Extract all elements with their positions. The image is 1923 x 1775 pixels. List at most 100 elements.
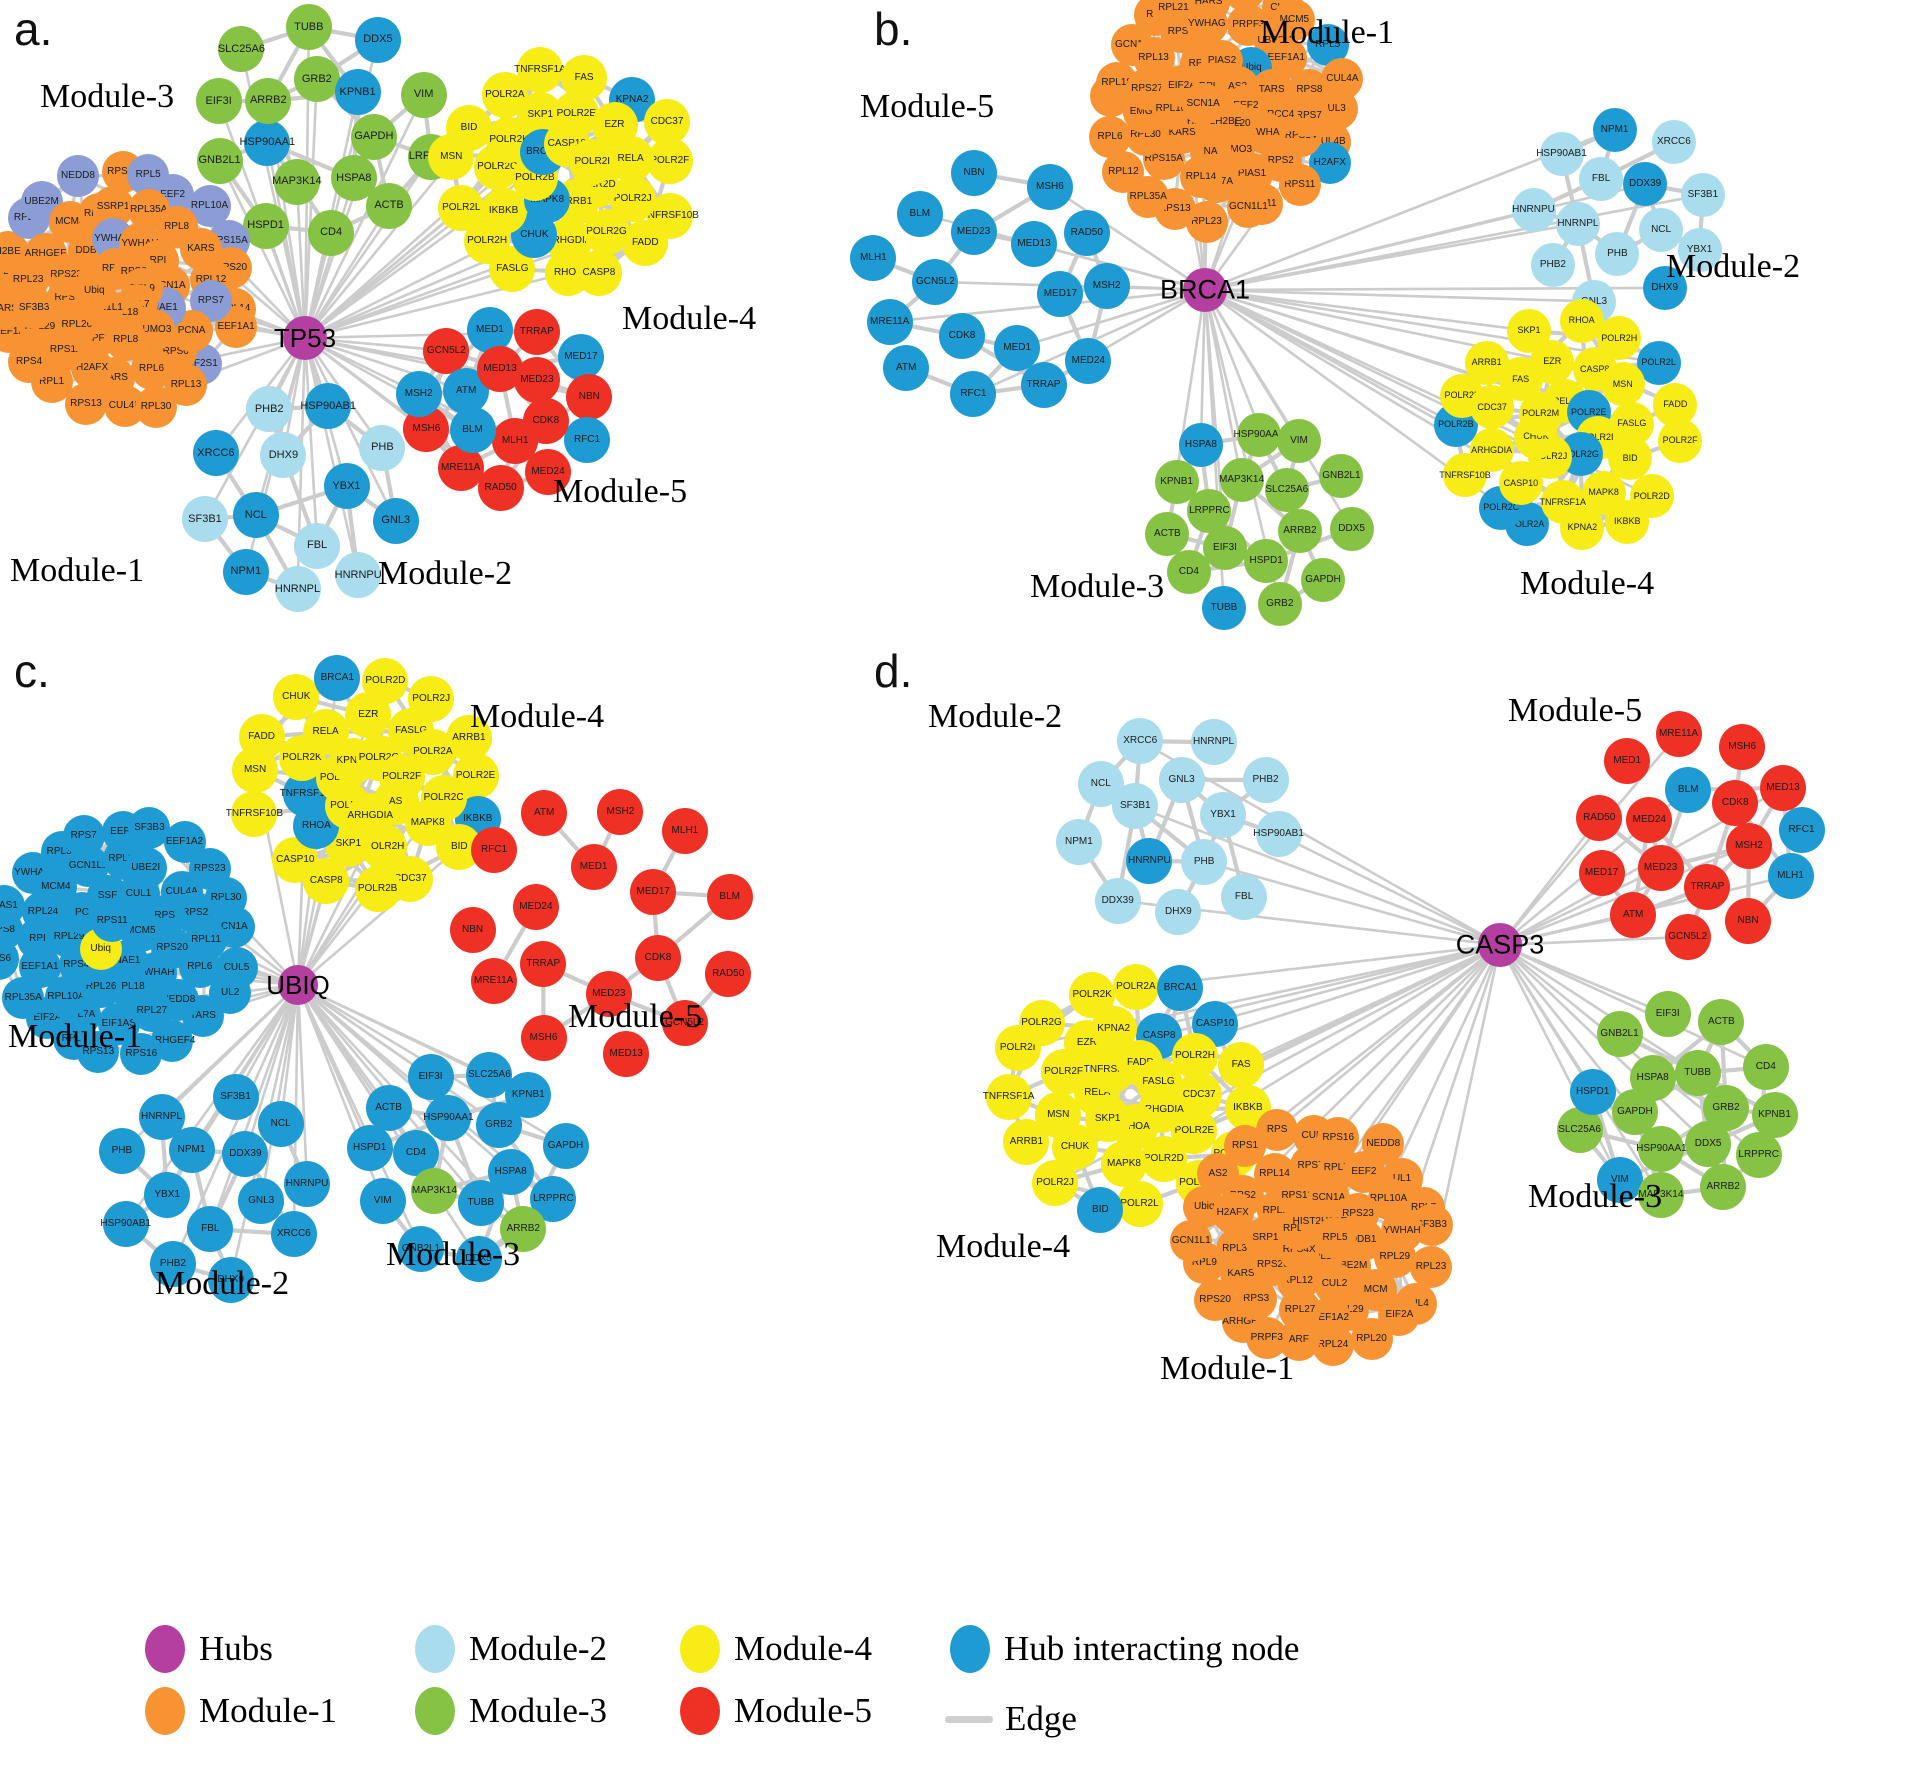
protein-node[interactable]: MED17 [1037, 270, 1084, 317]
protein-node[interactable]: SF3B1 [212, 1073, 259, 1120]
protein-node[interactable]: HNRNPU [335, 552, 382, 599]
protein-node[interactable]: NPM1 [1592, 107, 1637, 152]
protein-node[interactable]: RFC1 [950, 371, 997, 418]
protein-node[interactable]: BRCA1 [314, 655, 361, 702]
protein-node[interactable]: ARRB2 [1700, 1164, 1747, 1211]
protein-node[interactable]: BID [446, 104, 492, 151]
protein-node[interactable]: SF3B1 [182, 496, 228, 543]
protein-node[interactable]: PHB [1595, 231, 1640, 276]
protein-node[interactable]: ATM [883, 344, 930, 391]
protein-node[interactable]: KPNB1 [334, 69, 381, 116]
protein-node[interactable]: TRRAP [513, 309, 560, 356]
protein-node[interactable]: YBX1 [323, 463, 370, 510]
protein-node[interactable]: Ubiq [73, 270, 116, 313]
protein-node[interactable]: SKP1 [1084, 1096, 1131, 1143]
protein-node[interactable]: ACTB [1698, 999, 1745, 1046]
protein-node[interactable]: HNRNPL [1190, 719, 1237, 766]
protein-node[interactable]: HSP90AB1 [1536, 132, 1587, 177]
protein-node[interactable]: NPM1 [222, 548, 269, 595]
protein-node[interactable]: MAP3K14 [1219, 458, 1264, 503]
protein-node[interactable]: MSH2 [1083, 262, 1130, 309]
protein-node[interactable]: XRCC6 [1117, 718, 1164, 765]
protein-node[interactable]: RAD50 [477, 464, 524, 511]
protein-node[interactable]: NBN [951, 150, 998, 196]
protein-node[interactable]: HNRNPU [1126, 837, 1173, 884]
protein-node[interactable]: PHB2 [1242, 757, 1289, 803]
protein-node[interactable]: MED23 [513, 356, 560, 403]
protein-node[interactable]: HSPA8 [1629, 1055, 1676, 1102]
protein-node[interactable]: CDK8 [635, 934, 681, 981]
protein-node[interactable]: SLC25A6 [1264, 468, 1309, 513]
protein-node[interactable]: RFC1 [564, 416, 610, 463]
protein-node[interactable]: ACTB [365, 1084, 412, 1131]
protein-node[interactable]: GAPDH [1301, 557, 1345, 602]
protein-node[interactable]: POLR2B [354, 866, 401, 913]
protein-node[interactable]: RPS [1256, 1109, 1299, 1151]
protein-node[interactable]: MLH1 [850, 235, 897, 282]
protein-node[interactable]: MRE11A [866, 298, 913, 345]
protein-node[interactable]: MED24 [512, 883, 559, 930]
protein-node[interactable]: POLR2F [646, 137, 693, 184]
protein-node[interactable]: HSP90AB1 [100, 1200, 151, 1247]
protein-node[interactable]: MSH6 [520, 1015, 567, 1062]
protein-node[interactable]: DDX39 [1094, 877, 1141, 924]
protein-node[interactable]: RPL5 [1314, 1216, 1356, 1259]
protein-node[interactable]: ATM [521, 789, 568, 836]
protein-node[interactable]: VIM [400, 71, 447, 118]
protein-node[interactable]: CD4 [308, 209, 355, 256]
protein-node[interactable]: VIM [1277, 418, 1321, 463]
protein-node[interactable]: NBN [566, 374, 613, 421]
protein-node[interactable]: POLR2I [569, 138, 616, 185]
protein-node[interactable]: MED23 [1637, 844, 1684, 891]
hub-node-tp53[interactable]: TP53 [274, 316, 336, 360]
protein-node[interactable]: HSPA8 [1178, 422, 1223, 467]
protein-node[interactable]: GRB2 [293, 56, 340, 103]
protein-node[interactable]: NCL [257, 1101, 304, 1148]
protein-node[interactable]: RAD50 [1063, 210, 1110, 257]
protein-node[interactable]: TRRAP [520, 941, 567, 988]
protein-node[interactable]: POLR2L [1116, 1181, 1163, 1228]
protein-node[interactable]: FADD [238, 714, 285, 761]
protein-node[interactable]: VIM [1596, 1156, 1643, 1203]
protein-node[interactable]: ACTB [1145, 512, 1190, 556]
protein-node[interactable]: MSH2 [395, 371, 442, 418]
protein-node[interactable]: YBX1 [144, 1171, 191, 1218]
protein-node[interactable]: MED24 [1626, 796, 1673, 843]
protein-node[interactable]: BLM [896, 190, 943, 237]
protein-node[interactable]: GNB2L1 [196, 137, 243, 184]
protein-node[interactable]: HSPD1 [1569, 1068, 1616, 1115]
protein-node[interactable]: EIF3I [1644, 991, 1691, 1038]
protein-node[interactable]: NPM1 [1055, 818, 1102, 865]
protein-node[interactable]: XRCC6 [270, 1211, 317, 1258]
protein-node[interactable]: FBL [294, 522, 341, 569]
protein-node[interactable]: MLH1 [492, 417, 539, 464]
protein-node[interactable]: CDK8 [1712, 779, 1759, 826]
protein-node[interactable]: TUBB [1202, 585, 1246, 630]
protein-node[interactable]: GCN5L2 [912, 258, 959, 305]
protein-node[interactable]: ARRB2 [1277, 508, 1322, 553]
protein-node[interactable]: HSP90AB1 [300, 383, 356, 430]
protein-node[interactable]: HSP90AB1 [1253, 811, 1304, 858]
protein-node[interactable]: EZR [1530, 339, 1575, 384]
protein-node[interactable]: ARHGDIA [347, 792, 394, 839]
protein-node[interactable]: RAD50 [1576, 794, 1623, 841]
protein-node[interactable]: EIF3I [1203, 526, 1247, 571]
protein-node[interactable]: NBN [1725, 897, 1772, 944]
protein-node[interactable]: TNFRSF1A [983, 1073, 1034, 1120]
protein-node[interactable]: TUBB [285, 4, 332, 51]
protein-node[interactable]: TNFRSF1A [1540, 480, 1586, 525]
protein-node[interactable]: TNFRSF10B [226, 790, 283, 837]
protein-node[interactable]: MRE11A [1655, 710, 1702, 757]
protein-node[interactable]: EIF3I [195, 78, 242, 125]
protein-node[interactable]: MSH6 [1719, 723, 1766, 770]
protein-node[interactable]: HNRNPL [1555, 201, 1600, 246]
protein-node[interactable]: NCL [232, 492, 279, 539]
protein-node[interactable]: PHB [98, 1128, 145, 1175]
protein-node[interactable]: YBX1 [1200, 792, 1247, 838]
protein-node[interactable]: BLM [1665, 766, 1712, 813]
protein-node[interactable]: CDK8 [939, 313, 985, 360]
protein-node[interactable]: GAPDH [542, 1122, 589, 1169]
protein-node[interactable]: NEDD8 [57, 155, 99, 198]
protein-node[interactable]: DDX5 [354, 16, 401, 63]
protein-node[interactable]: XRCC6 [192, 430, 239, 477]
